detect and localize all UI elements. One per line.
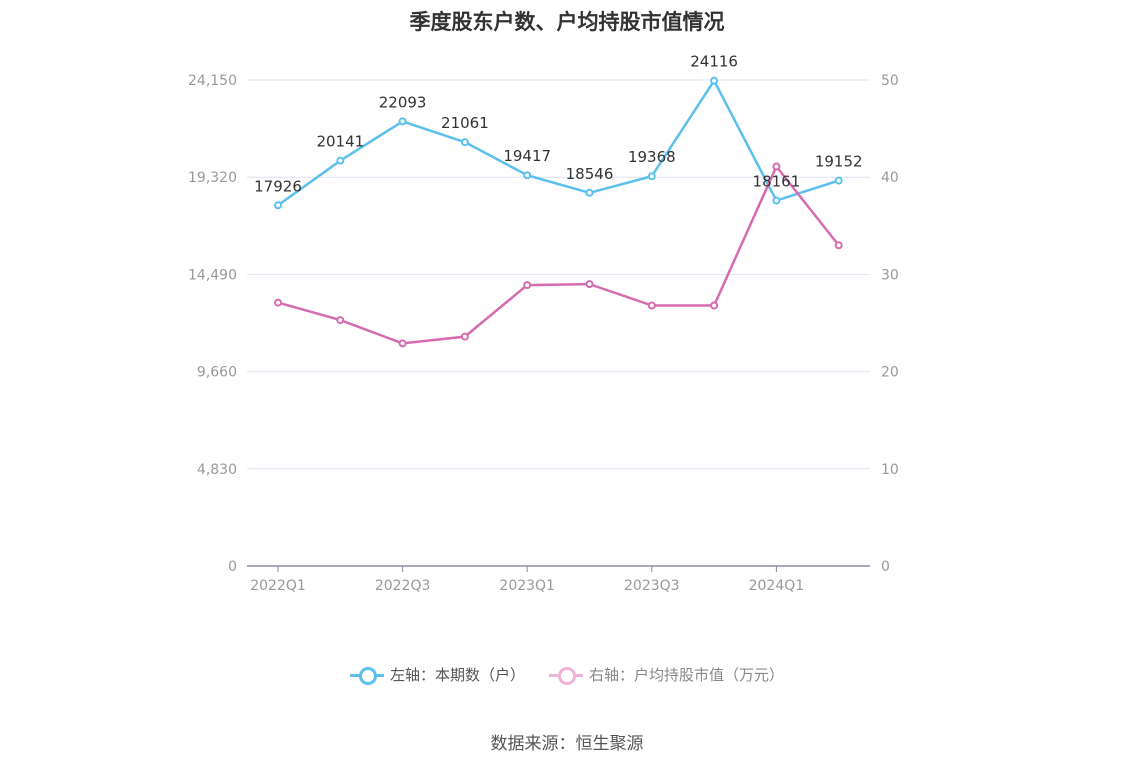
right-axis-tick-label: 0 (881, 559, 890, 575)
data-point-right (772, 162, 781, 171)
data-label: 19152 (815, 153, 863, 171)
right-axis-tick-label: 50 (881, 73, 899, 89)
data-point-left (523, 171, 532, 180)
data-point-right (834, 241, 843, 250)
x-axis-tick-label: 2022Q3 (375, 578, 431, 594)
right-axis-tick-label: 20 (881, 365, 899, 381)
data-point-right (460, 332, 469, 341)
x-axis-tick-label: 2022Q1 (250, 578, 306, 594)
left-axis-tick-label: 24,150 (188, 73, 237, 89)
data-point-right (336, 316, 345, 325)
data-source: 数据来源：恒生聚源 (490, 734, 644, 754)
data-label: 22093 (379, 93, 427, 111)
x-axis-tick-label: 2024Q1 (749, 578, 805, 594)
data-point-left (834, 176, 843, 185)
legend-swatch-right (549, 665, 583, 685)
data-label: 21061 (441, 114, 489, 132)
data-label: 20141 (316, 133, 364, 151)
legend-item-right-series[interactable]: 右轴：户均持股市值（万元） (549, 664, 784, 685)
data-label: 24116 (690, 53, 738, 71)
data-label: 18546 (566, 165, 614, 183)
legend-label-right: 右轴：户均持股市值（万元） (589, 666, 785, 684)
legend-label-left: 左轴：本期数（户） (389, 666, 525, 684)
legend-item-left-series[interactable]: 左轴：本期数（户） (349, 664, 525, 685)
data-point-left (460, 138, 469, 147)
data-label: 18161 (753, 173, 801, 191)
x-axis-tick-label: 2023Q3 (624, 578, 680, 594)
left-axis-tick-label: 19,320 (188, 170, 237, 186)
data-point-right (523, 281, 532, 290)
data-point-left (585, 188, 594, 197)
x-axis-tick-label: 2023Q1 (499, 578, 555, 594)
data-point-left (336, 156, 345, 165)
series-line-left (277, 79, 840, 207)
data-point-right (585, 280, 594, 289)
data-point-right (274, 298, 282, 307)
data-point-left (772, 196, 781, 205)
data-point-left (647, 172, 656, 181)
chart-legend: 左轴：本期数（户） 右轴：户均持股市值（万元） (0, 664, 1134, 685)
data-point-left (274, 201, 282, 210)
left-axis-tick-label: 9,660 (197, 365, 237, 381)
data-label: 17926 (254, 177, 302, 195)
right-axis-tick-label: 10 (881, 462, 899, 478)
left-axis-tick-label: 0 (228, 559, 237, 575)
left-axis-tick-label: 14,490 (188, 267, 237, 283)
legend-swatch-left (349, 665, 384, 685)
chart-title: 季度股东户数、户均持股市值情况 (409, 10, 725, 34)
left-axis-tick-label: 4,830 (197, 462, 237, 478)
data-point-right (710, 301, 719, 310)
data-point-right (647, 301, 656, 310)
series-line-right (277, 165, 840, 345)
data-point-left (398, 117, 407, 126)
data-label: 19368 (628, 148, 676, 166)
right-axis-tick-label: 30 (881, 267, 899, 283)
data-point-left (710, 76, 719, 85)
data-point-right (398, 339, 407, 348)
right-axis-tick-label: 40 (881, 170, 899, 186)
data-label: 19417 (503, 147, 551, 165)
